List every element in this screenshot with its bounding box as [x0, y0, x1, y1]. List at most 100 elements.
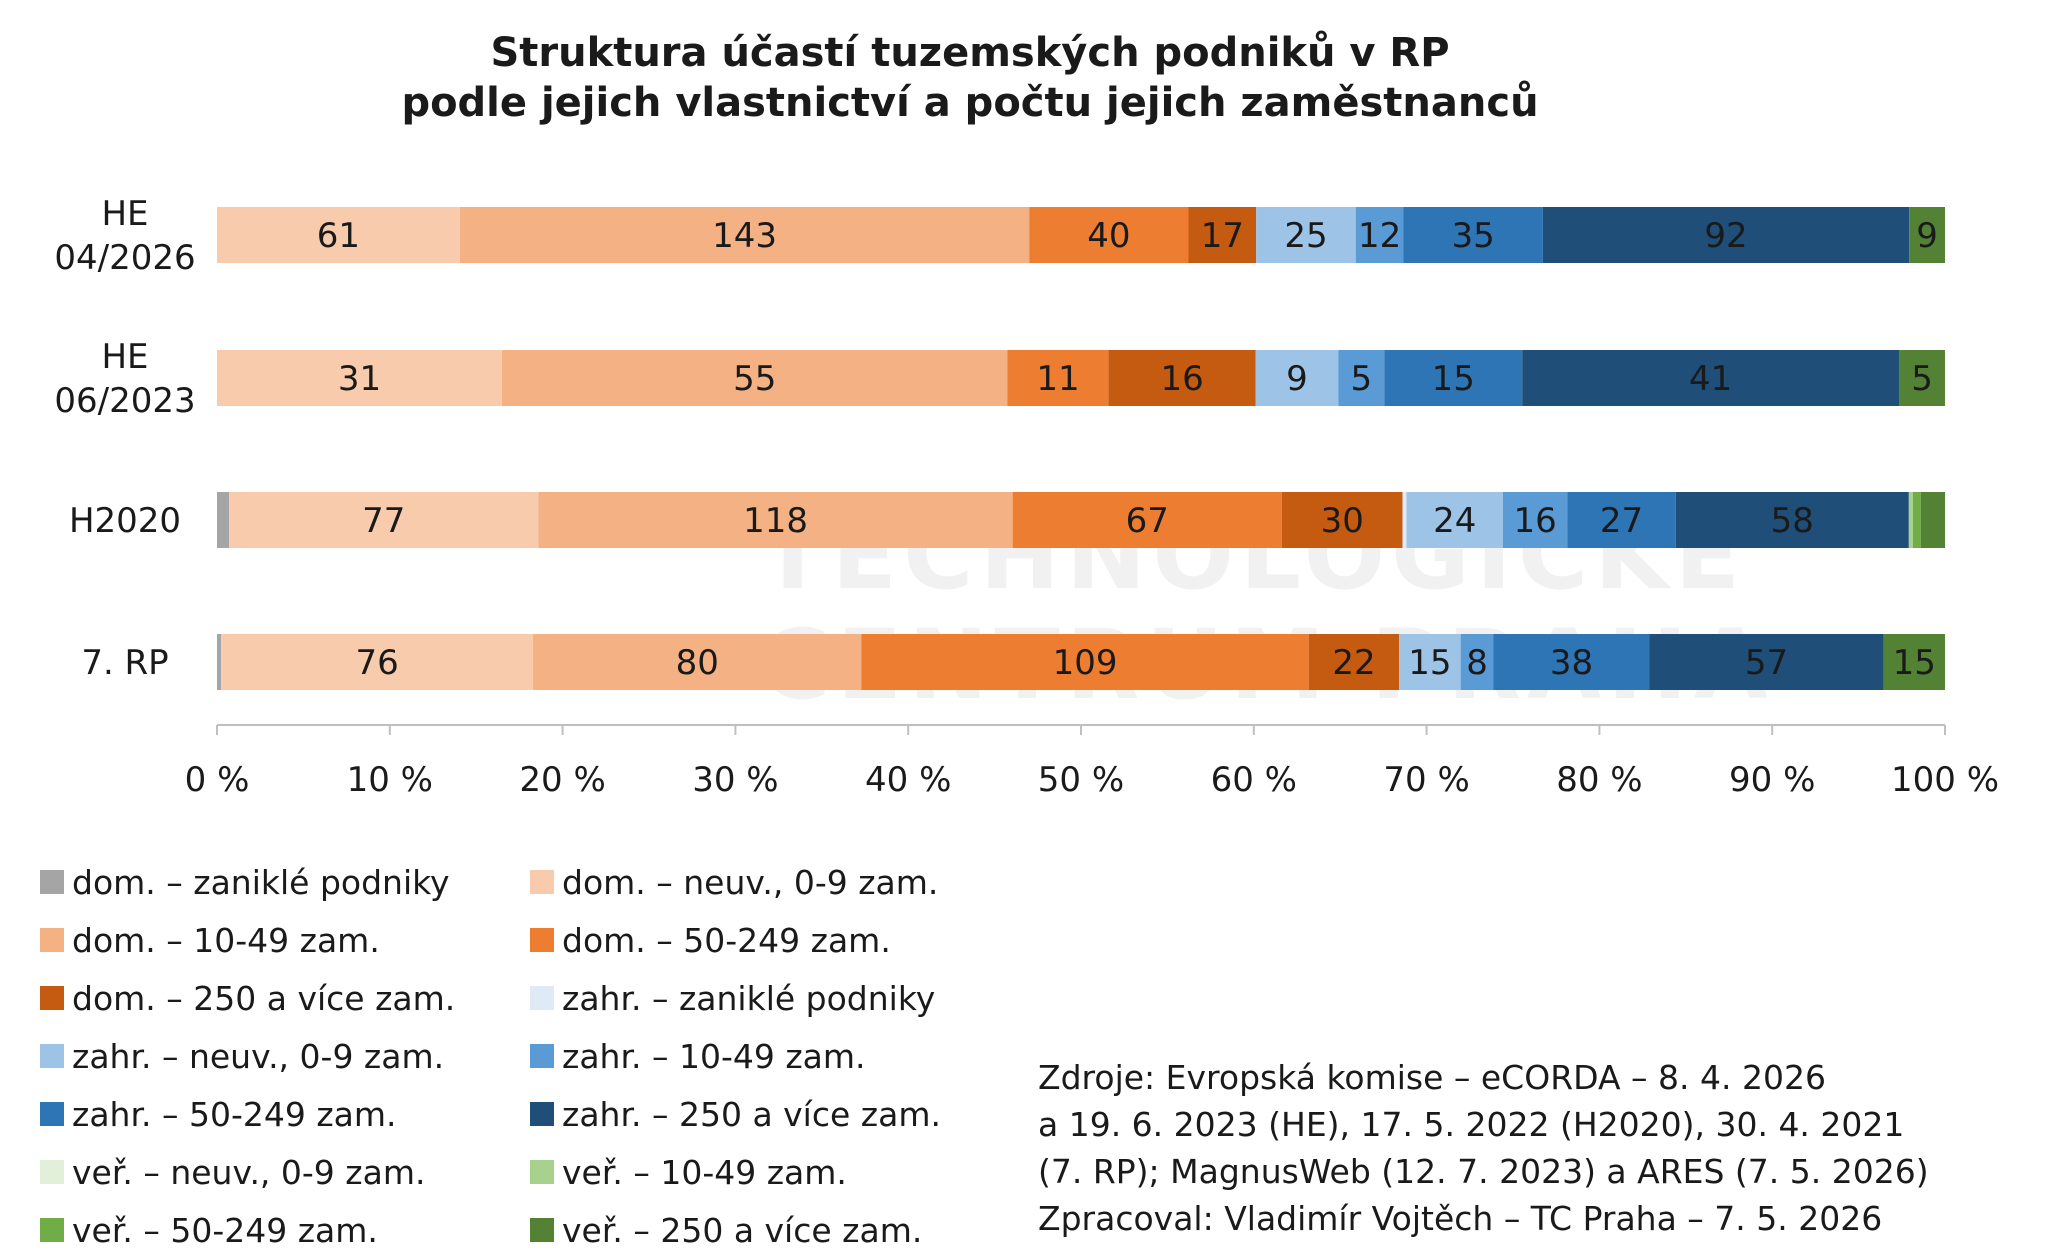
x-tick-label: 10 % [347, 760, 433, 800]
data-label: 35 [1452, 216, 1495, 256]
bar-segment [1502, 492, 1568, 548]
data-label: 12 [1358, 216, 1401, 256]
bar-segment [1899, 350, 1945, 406]
bar-segment [1883, 634, 1945, 690]
legend-swatch [530, 928, 554, 952]
bar-segment [1255, 350, 1339, 406]
data-label: 11 [1036, 359, 1079, 399]
data-label: 143 [712, 216, 777, 256]
data-label: 15 [1893, 643, 1936, 683]
legend-swatch [40, 1160, 64, 1184]
bar-segment [1403, 207, 1543, 263]
legend-label: veř. – 10-49 zam. [562, 1152, 847, 1192]
x-tick-label: 50 % [1038, 760, 1124, 800]
bar-segment [1909, 207, 1945, 263]
data-label: 76 [355, 643, 398, 683]
data-label: 30 [1321, 501, 1364, 541]
data-label: 55 [733, 359, 776, 399]
data-label: 58 [1771, 501, 1814, 541]
bar-segment [1355, 207, 1404, 263]
x-tick-label: 20 % [519, 760, 605, 800]
legend-swatch [530, 986, 554, 1010]
bar-segment [1912, 492, 1921, 548]
legend-label: zahr. – 10-49 zam. [562, 1036, 866, 1076]
bar-segment [1012, 492, 1282, 548]
legend-swatch [40, 1218, 64, 1242]
bar-segment [533, 634, 862, 690]
bar-segment [217, 492, 230, 548]
bar-segment [538, 492, 1013, 548]
data-label: 40 [1087, 216, 1130, 256]
bar-segment [1522, 350, 1900, 406]
bar-segment [1399, 634, 1461, 690]
data-label: 15 [1432, 359, 1475, 399]
category-label: HE [101, 194, 148, 234]
data-label: 16 [1160, 359, 1203, 399]
legend-swatch [40, 928, 64, 952]
source-note: Zdroje: Evropská komise – eCORDA – 8. 4.… [1038, 1054, 1929, 1242]
x-tick-label: 60 % [1211, 760, 1297, 800]
data-label: 31 [338, 359, 381, 399]
bar-segment [1108, 350, 1256, 406]
bar-segment [1908, 492, 1913, 548]
bar-segment [217, 350, 502, 406]
data-label: 9 [1916, 216, 1938, 256]
data-label: 9 [1286, 359, 1308, 399]
category-label: HE [101, 337, 148, 377]
legend-label: veř. – 50-249 zam. [72, 1210, 378, 1250]
data-label: 16 [1513, 501, 1556, 541]
category-label: 04/2026 [54, 238, 195, 278]
bar-segment [217, 634, 222, 690]
legend-swatch [530, 1218, 554, 1242]
data-label: 5 [1351, 359, 1373, 399]
data-label: 25 [1284, 216, 1327, 256]
bar-segment [1281, 492, 1403, 548]
bar-segment [1675, 492, 1909, 548]
legend-item: dom. – 10-49 zam. [40, 920, 380, 960]
legend-label: zahr. – zaniklé podniky [562, 978, 936, 1018]
bar-segment [1029, 207, 1189, 263]
chart-title-line-1: Struktura účastí tuzemských podniků v RP [490, 30, 1450, 76]
bar-segment [1402, 492, 1407, 548]
data-label: 61 [317, 216, 360, 256]
legend-label: dom. – 10-49 zam. [72, 920, 380, 960]
data-label: 8 [1466, 643, 1488, 683]
source-line-4: Zpracoval: Vladimír Vojtěch – TC Praha –… [1038, 1199, 1883, 1238]
legend-item: veř. – 10-49 zam. [530, 1152, 847, 1192]
bar-segment [861, 634, 1309, 690]
data-label: 5 [1911, 359, 1933, 399]
legend-swatch [530, 1160, 554, 1184]
source-line-2: a 19. 6. 2023 (HE), 17. 5. 2022 (H2020),… [1038, 1105, 1905, 1144]
x-tick-label: 0 % [185, 760, 250, 800]
data-label: 109 [1053, 643, 1118, 683]
chart-title: Struktura účastí tuzemských podniků v RP… [0, 28, 1940, 128]
legend-label: zahr. – 50-249 zam. [72, 1094, 397, 1134]
category-label: H2020 [69, 501, 181, 541]
bar-segment [1542, 207, 1910, 263]
data-label: 92 [1704, 216, 1747, 256]
legend-item: zahr. – neuv., 0-9 zam. [40, 1036, 444, 1076]
x-tick-label: 70 % [1383, 760, 1469, 800]
data-label: 77 [362, 501, 405, 541]
legend-item: zahr. – 250 a více zam. [530, 1094, 941, 1134]
bar-segment [501, 350, 1008, 406]
data-label: 15 [1408, 643, 1451, 683]
legend-swatch [530, 1044, 554, 1068]
legend-label: veř. – neuv., 0-9 zam. [72, 1152, 426, 1192]
legend-label: zahr. – 250 a více zam. [562, 1094, 941, 1134]
x-tick-label: 90 % [1729, 760, 1815, 800]
bar-segment [1338, 350, 1385, 406]
legend-label: dom. – neuv., 0-9 zam. [562, 862, 939, 902]
legend-item: dom. – neuv., 0-9 zam. [530, 862, 938, 902]
legend-swatch [530, 1102, 554, 1126]
bar-segment [1256, 207, 1356, 263]
legend-item: dom. – 50-249 zam. [530, 920, 891, 960]
bar-segment [229, 492, 539, 548]
data-label: 38 [1550, 643, 1593, 683]
data-label: 67 [1126, 501, 1169, 541]
x-tick-label: 30 % [692, 760, 778, 800]
legend-label: zahr. – neuv., 0-9 zam. [72, 1036, 445, 1076]
bar-segment [1308, 634, 1400, 690]
data-label: 41 [1689, 359, 1732, 399]
